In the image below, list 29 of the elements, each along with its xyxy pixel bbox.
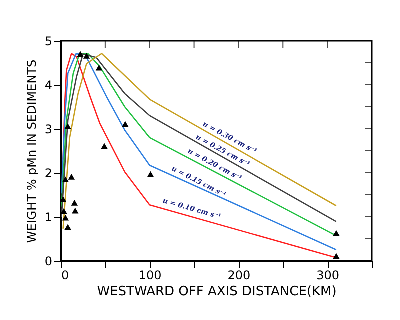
point	[60, 196, 67, 202]
x-tick-label: 100	[138, 268, 162, 282]
point	[62, 214, 70, 221]
x-tick-label: 0	[62, 268, 70, 282]
y-tick-label: 2	[44, 166, 52, 180]
point	[333, 253, 340, 260]
point	[333, 230, 340, 236]
point	[62, 176, 70, 183]
point	[77, 51, 84, 58]
point	[147, 171, 154, 178]
y-axis-title: WEIGHT % pMn IN SEDIMENTS	[24, 60, 39, 244]
y-tick-label: 4	[44, 78, 52, 92]
y-tick-label: 0	[44, 254, 52, 268]
point	[96, 64, 103, 71]
y-tick-label: 3	[44, 122, 52, 136]
point	[71, 200, 78, 206]
point	[64, 224, 72, 230]
point	[122, 121, 129, 128]
point	[64, 123, 72, 130]
x-axis-title: WESTWARD OFF AXIS DISTANCE(KM)	[97, 284, 337, 300]
x-tick-label: 200	[228, 268, 251, 282]
y-tick-label: 1	[44, 210, 52, 224]
y-tick-label: 5	[44, 34, 52, 48]
point	[83, 53, 90, 59]
point	[68, 174, 76, 180]
point	[60, 208, 68, 214]
point	[101, 143, 108, 150]
x-tick-label: 300	[316, 268, 340, 282]
point	[72, 208, 79, 214]
